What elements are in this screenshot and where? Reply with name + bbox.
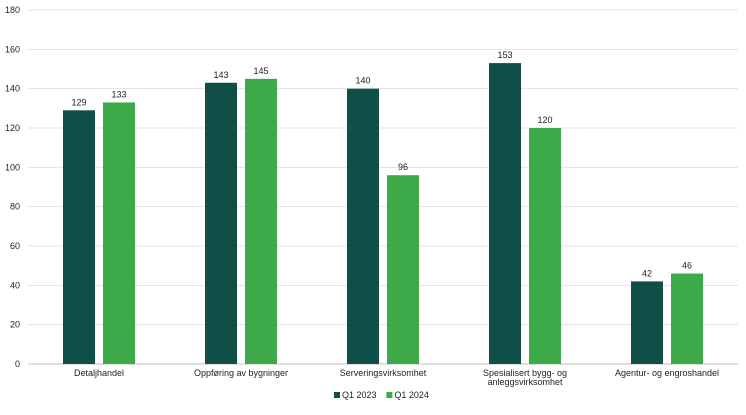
y-tick-label: 100 [5,162,20,172]
data-label: 133 [111,89,126,99]
category-label: Agentur- og engroshandel [615,368,719,378]
category-label-line: Spesialisert bygg- og [483,368,567,378]
y-tick-label: 120 [5,123,20,133]
data-label: 143 [213,70,228,80]
y-tick-label: 140 [5,84,20,94]
legend-label: Q1 2023 [342,390,377,400]
y-tick-label: 180 [5,5,20,15]
y-tick-label: 160 [5,44,20,54]
category-label: Spesialisert bygg- og anleggsvirksomhet [483,368,567,387]
category-label-line: Agentur- og engroshandel [615,368,719,378]
category-label: Serveringsvirksomhet [340,368,427,378]
bar [387,175,419,364]
data-label: 145 [253,66,268,76]
data-label: 42 [642,268,652,278]
category-label-line: anleggsvirksomhet [487,377,563,387]
legend-swatch [334,392,340,398]
bar [245,78,277,364]
category-label-line: Serveringsvirksomhet [340,368,427,378]
data-label: 153 [497,50,512,60]
legend-label: Q1 2024 [394,390,429,400]
data-label: 96 [398,162,408,172]
y-tick-label: 0 [15,359,20,369]
legend-swatch [386,392,393,398]
bar [63,110,95,364]
data-label: 129 [71,97,86,107]
data-label: 140 [355,76,370,86]
data-label: 120 [537,115,552,125]
bar [529,128,561,364]
y-tick-label: 40 [10,280,20,290]
bar [489,63,521,364]
bar [631,281,663,364]
bar [103,102,135,364]
category-label: Detaljhandel [74,368,124,378]
category-label-line: Oppføring av bygninger [194,368,288,378]
y-tick-label: 60 [10,241,20,251]
data-label: 46 [682,261,692,271]
category-label-line: Detaljhandel [74,368,124,378]
bar [347,88,379,365]
category-label: Oppføring av bygninger [194,368,288,378]
y-tick-label: 20 [10,320,20,330]
bar [205,82,237,365]
y-tick-label: 80 [10,202,20,212]
bar [671,273,703,364]
